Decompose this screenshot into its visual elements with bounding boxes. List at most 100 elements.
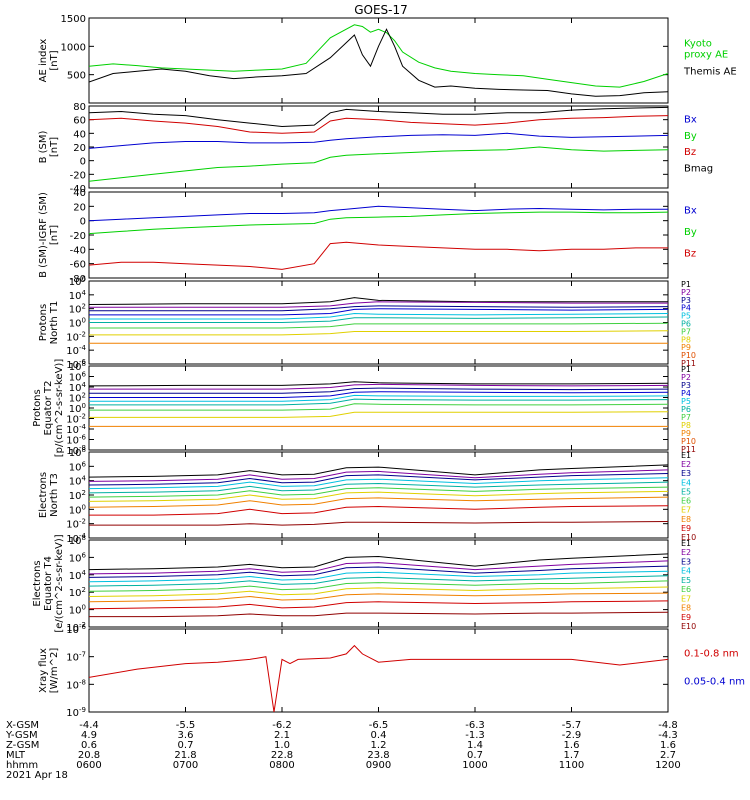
y-tick-label: 100 [69, 317, 86, 330]
y-tick-label: 104 [69, 289, 87, 302]
legend-themis-ae: Themis AE [683, 67, 737, 78]
y-tick-label: 100 [69, 604, 86, 617]
ephemeris-value: 0900 [366, 760, 391, 771]
series-line-p8 [89, 411, 668, 418]
legend-p10: P10 [681, 351, 696, 360]
series-line-p6 [89, 316, 668, 323]
y-axis-label: ElectronsNorth T3 [38, 472, 60, 518]
series-line-e10 [89, 611, 668, 618]
series-line-e2 [89, 469, 668, 482]
legend-e1: E1 [681, 539, 691, 548]
legend-by: By [684, 227, 697, 238]
ephemeris-value: 22.8 [271, 750, 293, 761]
panel-2: -40 -20 0 20 40 60 80 B (SM)[nT] Bx By Bz Bmag [38, 102, 713, 195]
y-tick-label: 60 [73, 116, 86, 127]
ephemeris-value: 1000 [462, 760, 487, 771]
ephemeris-value: 1.6 [660, 740, 676, 751]
series-line-p8 [89, 330, 668, 336]
series-line-p2 [89, 301, 668, 308]
y-tick-label: 102 [69, 489, 86, 502]
legend-e7: E7 [681, 506, 691, 515]
panel-8: 10-9 10-8 10-7 10-6 Xray flux[W/m^2] 0.1-0.8 … [38, 623, 745, 719]
series-line-bz [89, 241, 668, 270]
legend-e4: E4 [681, 567, 691, 576]
legend-p11: P11 [681, 359, 696, 368]
legend-p9: P9 [681, 343, 691, 352]
y-tick-label: 0 [80, 157, 86, 168]
y-tick-label: 108 [69, 446, 86, 459]
legend-kyoto-proxy-ae: Kyoto proxy AE [684, 38, 728, 60]
y-tick-label: 10-6 [66, 623, 86, 636]
legend-p6: P6 [681, 405, 691, 414]
legend-e9: E9 [681, 613, 691, 622]
y-tick-label: 104 [69, 381, 87, 394]
panel-1: 500 1000 1500 AE index[nT] Kyoto proxy AE Them… [38, 14, 737, 104]
legend-p2: P2 [681, 288, 691, 297]
series-line-bx [89, 205, 668, 222]
legend-p11: P11 [681, 445, 696, 454]
y-tick-label: 102 [69, 392, 86, 405]
legend-bx: Bx [684, 114, 697, 125]
legend-p2: P2 [681, 373, 691, 382]
y-tick-label: 10-4 [66, 532, 86, 545]
panel-frame [88, 365, 669, 451]
ephemeris-value: -4.4 [79, 720, 99, 731]
ephemeris-value: 20.8 [78, 750, 100, 761]
legend-bmag: Bmag [684, 164, 713, 175]
y-tick-label: 10-2 [66, 330, 86, 343]
legend-p4: P4 [681, 389, 691, 398]
ephemeris-value: -5.7 [562, 720, 582, 731]
series-line-e10 [89, 521, 668, 526]
legend-p3: P3 [681, 381, 691, 390]
legend-p4: P4 [681, 304, 691, 313]
y-tick-label: 106 [69, 551, 87, 564]
legend-by: By [684, 131, 697, 142]
series-line-p2 [89, 383, 668, 390]
y-tick-label: 104 [69, 569, 87, 582]
y-tick-label: -40 [70, 245, 86, 256]
ephemeris-label: hhmm [6, 760, 38, 771]
legend-e3: E3 [681, 469, 691, 478]
legend-e6: E6 [681, 585, 691, 594]
legend-p7: P7 [681, 413, 691, 422]
legend-e6: E6 [681, 497, 691, 506]
legend-p1: P1 [681, 280, 691, 289]
y-tick-label: -20 [70, 170, 86, 181]
ephemeris-value: 0.7 [178, 740, 194, 751]
y-tick-label: 10-6 [66, 434, 86, 447]
series-line-bz [89, 115, 668, 134]
y-tick-label: 500 [67, 71, 86, 82]
y-tick-label: 106 [69, 371, 87, 384]
ephemeris-value: 0.4 [371, 730, 387, 741]
legend-bx: Bx [684, 206, 697, 217]
series-line-e5 [89, 575, 668, 587]
y-tick-label: 10-6 [66, 358, 86, 371]
ephemeris-label: Z-GSM [6, 740, 39, 751]
y-axis-label: B (SM)[nT] [38, 130, 60, 163]
series-line-by [89, 146, 668, 182]
series-line-e1 [89, 464, 668, 478]
y-tick-label: 108 [69, 360, 86, 373]
legend-p5: P5 [681, 397, 691, 406]
y-tick-label: -60 [70, 260, 86, 271]
legend-e5: E5 [681, 487, 691, 496]
ephemeris-value: 2.7 [660, 750, 676, 761]
y-tick-label: 10-2 [66, 621, 86, 634]
series-line-by [89, 211, 668, 235]
ephemeris-value: 1.6 [564, 740, 580, 751]
legend-e3: E3 [681, 557, 691, 566]
y-tick-label: 40 [73, 188, 86, 199]
legend-p9: P9 [681, 429, 691, 438]
ephemeris-label: MLT [6, 750, 26, 761]
series-line-p7 [89, 322, 668, 329]
ephemeris-value: 0800 [269, 760, 294, 771]
series-line-e1 [89, 553, 668, 571]
y-axis-label: ProtonsNorth T1 [38, 301, 60, 345]
series-line-e4 [89, 477, 668, 490]
panel-frame [88, 17, 669, 104]
legend-e10: E10 [681, 533, 696, 542]
series-line-p4 [89, 308, 668, 316]
